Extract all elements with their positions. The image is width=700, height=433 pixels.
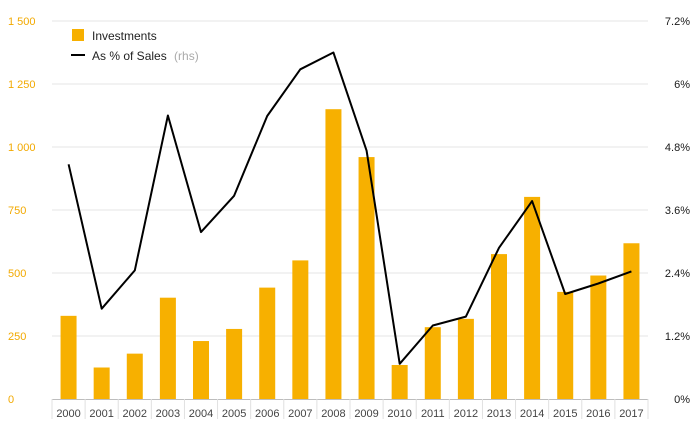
grid-lines xyxy=(52,20,648,337)
bar-2017 xyxy=(623,243,640,399)
right-axis-tick-label: 0% xyxy=(674,394,690,406)
legend-label-sales-percent: As % of Sales (rhs) xyxy=(92,49,199,63)
right-axis-tick-label: 4.8% xyxy=(665,142,690,154)
legend: Investments As % of Sales (rhs) xyxy=(71,29,199,63)
bar-2000 xyxy=(60,315,77,399)
right-axis-tick-label: 3.6% xyxy=(665,205,690,217)
investment-bars xyxy=(60,109,640,399)
left-axis-tick-label: 1 250 xyxy=(8,79,36,91)
bar-2003 xyxy=(159,297,176,399)
bar-2008 xyxy=(325,109,342,399)
bar-2011 xyxy=(424,327,441,399)
legend-label-rhs-suffix: (rhs) xyxy=(174,49,199,63)
bar-2014 xyxy=(524,196,541,399)
bar-2007 xyxy=(292,260,309,399)
x-axis: 2000 2001 2002 2003 2004 2005 2006 2007 2008 2009… xyxy=(51,399,649,420)
bar-2002 xyxy=(126,353,143,399)
bar-2005 xyxy=(226,328,243,399)
bar-2013 xyxy=(491,254,507,399)
x-axis-tick-label: 2008 xyxy=(321,408,345,420)
bar-2012 xyxy=(457,318,474,399)
x-axis-tick-label: 2011 xyxy=(421,408,445,420)
x-axis-tick-label: 2010 xyxy=(387,408,411,420)
x-axis-tick-label: 2009 xyxy=(354,408,378,420)
sales-percent-line xyxy=(67,51,632,365)
left-axis-tick-label: 500 xyxy=(8,268,26,280)
x-axis-tick-label: 2013 xyxy=(487,408,511,420)
bar-2010 xyxy=(391,364,408,399)
x-axis-tick-label: 2006 xyxy=(255,408,279,420)
legend-label-investments: Investments xyxy=(92,29,157,43)
bar-2006 xyxy=(259,287,276,399)
x-axis-tick-label: 2004 xyxy=(189,408,213,420)
right-axis-tick-label: 6% xyxy=(674,79,690,91)
x-axis-tick-label: 2016 xyxy=(586,408,610,420)
x-axis-tick-label: 2014 xyxy=(520,408,544,420)
right-axis: 0% 1.2% 2.4% 3.6% 4.8% 6% 7.2% xyxy=(665,16,690,406)
x-axis-tick-label: 2005 xyxy=(222,408,246,420)
legend-label-sales-percent-name: As % of Sales xyxy=(92,49,167,63)
x-axis-tick-label: 2015 xyxy=(553,408,577,420)
bar-2009 xyxy=(358,157,375,399)
x-axis-tick-label: 2007 xyxy=(288,408,312,420)
right-axis-tick-label: 7.2% xyxy=(665,16,690,28)
x-axis-tick-label: 2003 xyxy=(156,408,180,420)
x-axis-tick-label: 2017 xyxy=(619,408,643,420)
legend-swatch-investments xyxy=(72,29,84,41)
x-axis-tick-label: 2002 xyxy=(123,408,147,420)
left-axis-tick-label: 250 xyxy=(8,331,26,343)
bar-2015 xyxy=(557,291,574,399)
right-axis-tick-label: 1.2% xyxy=(665,331,690,343)
left-axis: 0 250 500 750 1 000 1 250 1 500 xyxy=(8,16,36,406)
left-axis-tick-label: 0 xyxy=(8,394,14,406)
left-axis-tick-label: 1 500 xyxy=(8,16,36,28)
left-axis-tick-label: 750 xyxy=(8,205,26,217)
x-axis-tick-label: 2000 xyxy=(56,408,80,420)
left-axis-tick-label: 1 000 xyxy=(8,142,36,154)
bar-2001 xyxy=(93,367,110,399)
x-axis-tick-label: 2001 xyxy=(89,408,113,420)
line-series-sales-percent xyxy=(67,51,632,365)
bar-2016 xyxy=(590,275,607,399)
bar-2004 xyxy=(193,341,209,399)
x-axis-tick-label: 2012 xyxy=(454,408,478,420)
right-axis-tick-label: 2.4% xyxy=(665,268,690,280)
